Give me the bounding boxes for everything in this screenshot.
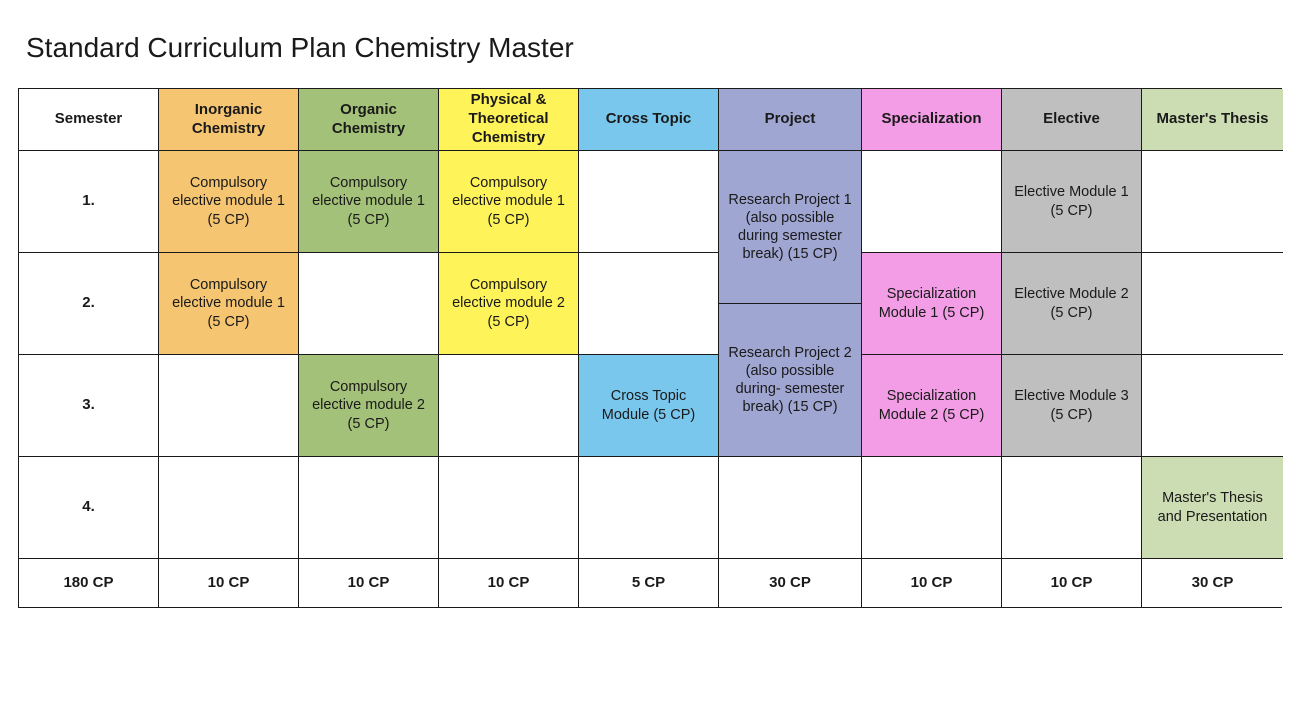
column-header-semester: Semester — [19, 89, 159, 151]
semester-label-3: 3. — [19, 355, 159, 457]
blank-cross_topic-sem1 — [579, 151, 719, 253]
module-elective-sem2: Elective Module 2 (5 CP) — [1002, 253, 1142, 355]
column-header-organic: Organic Chemistry — [299, 89, 439, 151]
module-specialization-sem3: Specialization Module 2 (5 CP) — [862, 355, 1002, 457]
blank-physical-sem3 — [439, 355, 579, 457]
module-physical-sem1: Compulsory elective module 1 (5 CP) — [439, 151, 579, 253]
module-inorganic-sem2: Compulsory elective module 1 (5 CP) — [159, 253, 299, 355]
page: Standard Curriculum Plan Chemistry Maste… — [0, 0, 1300, 702]
blank-specialization-sem1 — [862, 151, 1002, 253]
column-header-project: Project — [719, 89, 862, 151]
module-inorganic-sem1: Compulsory elective module 1 (5 CP) — [159, 151, 299, 253]
blank-organic-sem2 — [299, 253, 439, 355]
blank-elective-sem4 — [1002, 457, 1142, 559]
semester-label-4: 4. — [19, 457, 159, 559]
blank-thesis-sem2 — [1142, 253, 1283, 355]
blank-thesis-sem1 — [1142, 151, 1283, 253]
blank-inorganic-sem3 — [159, 355, 299, 457]
module-organic-sem1: Compulsory elective module 1 (5 CP) — [299, 151, 439, 253]
blank-organic-sem4 — [299, 457, 439, 559]
research-project-1: Research Project 1 (also possible during… — [719, 151, 862, 304]
footer-physical: 10 CP — [439, 559, 579, 607]
footer-cross_topic: 5 CP — [579, 559, 719, 607]
semester-label-1: 1. — [19, 151, 159, 253]
footer-specialization: 10 CP — [862, 559, 1002, 607]
column-header-physical: Physical & Theoretical Chemistry — [439, 89, 579, 151]
blank-physical-sem4 — [439, 457, 579, 559]
research-project-2: Research Project 2 (also possible during… — [719, 304, 862, 457]
blank-project-sem4 — [719, 457, 862, 559]
module-elective-sem3: Elective Module 3 (5 CP) — [1002, 355, 1142, 457]
footer-total: 180 CP — [19, 559, 159, 607]
blank-inorganic-sem4 — [159, 457, 299, 559]
footer-organic: 10 CP — [299, 559, 439, 607]
module-cross_topic-sem3: Cross Topic Module (5 CP) — [579, 355, 719, 457]
module-elective-sem1: Elective Module 1 (5 CP) — [1002, 151, 1142, 253]
footer-inorganic: 10 CP — [159, 559, 299, 607]
curriculum-table: SemesterInorganic ChemistryOrganic Chemi… — [18, 88, 1282, 608]
column-header-thesis: Master's Thesis — [1142, 89, 1283, 151]
module-thesis-sem4: Master's Thesis and Presentation — [1142, 457, 1283, 559]
module-organic-sem3: Compulsory elective module 2 (5 CP) — [299, 355, 439, 457]
footer-project: 30 CP — [719, 559, 862, 607]
module-specialization-sem2: Specialization Module 1 (5 CP) — [862, 253, 1002, 355]
module-physical-sem2: Compulsory elective module 2 (5 CP) — [439, 253, 579, 355]
blank-specialization-sem4 — [862, 457, 1002, 559]
column-header-specialization: Specialization — [862, 89, 1002, 151]
semester-label-2: 2. — [19, 253, 159, 355]
blank-cross_topic-sem4 — [579, 457, 719, 559]
blank-thesis-sem3 — [1142, 355, 1283, 457]
column-header-cross_topic: Cross Topic — [579, 89, 719, 151]
column-header-inorganic: Inorganic Chemistry — [159, 89, 299, 151]
column-header-elective: Elective — [1002, 89, 1142, 151]
blank-cross_topic-sem2 — [579, 253, 719, 355]
footer-thesis: 30 CP — [1142, 559, 1283, 607]
footer-elective: 10 CP — [1002, 559, 1142, 607]
page-title: Standard Curriculum Plan Chemistry Maste… — [26, 32, 1282, 64]
